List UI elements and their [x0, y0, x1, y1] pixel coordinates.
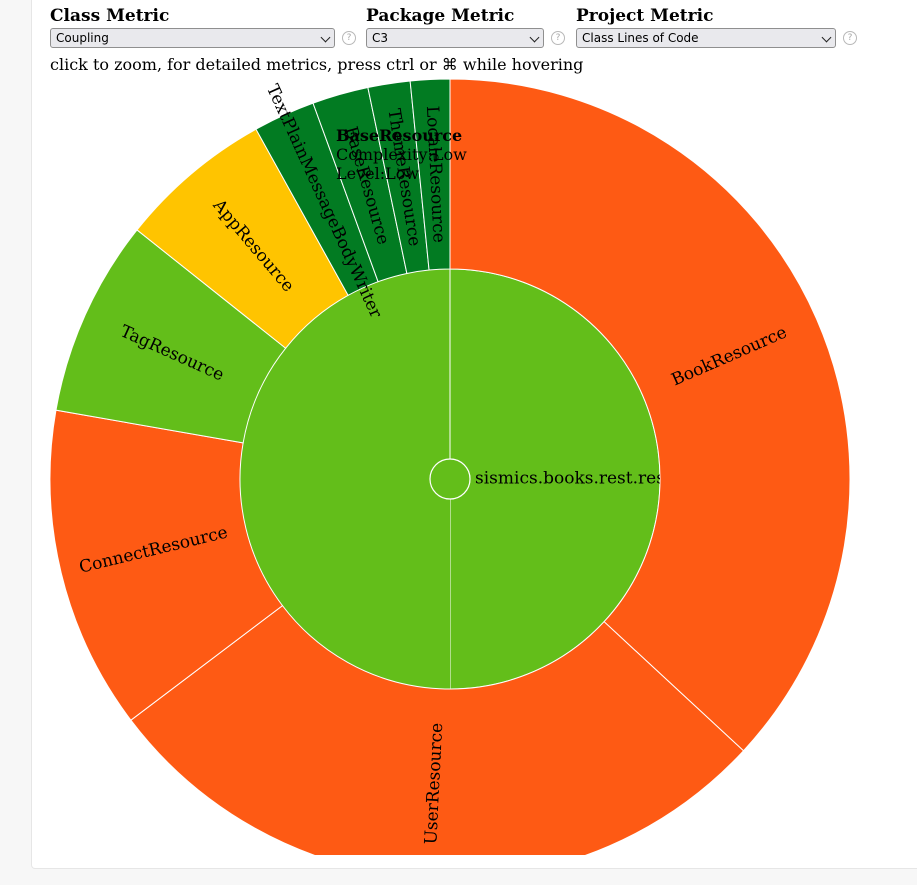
project-metric-select[interactable]: Class Lines of Code	[576, 28, 836, 48]
zoom-hint: click to zoom, for detailed metrics, pre…	[50, 55, 584, 74]
project-metric-group: Project Metric Class Lines of Code ?	[576, 6, 857, 48]
package-metric-label: Package Metric	[366, 6, 515, 26]
help-icon[interactable]: ?	[342, 31, 356, 45]
sunburst-chart[interactable]: BookResourceUserResourceConnectResourceT…	[0, 0, 917, 855]
class-arc[interactable]	[409, 78, 451, 271]
package-label: sismics.books.rest.resource	[475, 469, 714, 489]
help-icon[interactable]: ?	[843, 31, 857, 45]
package-metric-select[interactable]: C3	[366, 28, 544, 48]
class-metric-label: Class Metric	[50, 6, 170, 26]
package-metric-group: Package Metric C3 ?	[366, 6, 565, 48]
package-arc[interactable]	[240, 269, 450, 689]
class-metric-group: Class Metric Coupling ?	[50, 6, 356, 48]
class-arc[interactable]	[449, 78, 851, 752]
project-metric-label: Project Metric	[576, 6, 714, 26]
class-metric-select[interactable]: Coupling	[50, 28, 335, 48]
class-arc[interactable]	[130, 604, 745, 855]
help-icon[interactable]: ?	[551, 31, 565, 45]
zoom-out-center[interactable]	[429, 458, 471, 500]
class-arc[interactable]	[49, 409, 284, 721]
project-metric-value: Class Lines of Code	[582, 31, 699, 45]
package-metric-value: C3	[372, 31, 389, 45]
class-metric-value: Coupling	[56, 31, 109, 45]
